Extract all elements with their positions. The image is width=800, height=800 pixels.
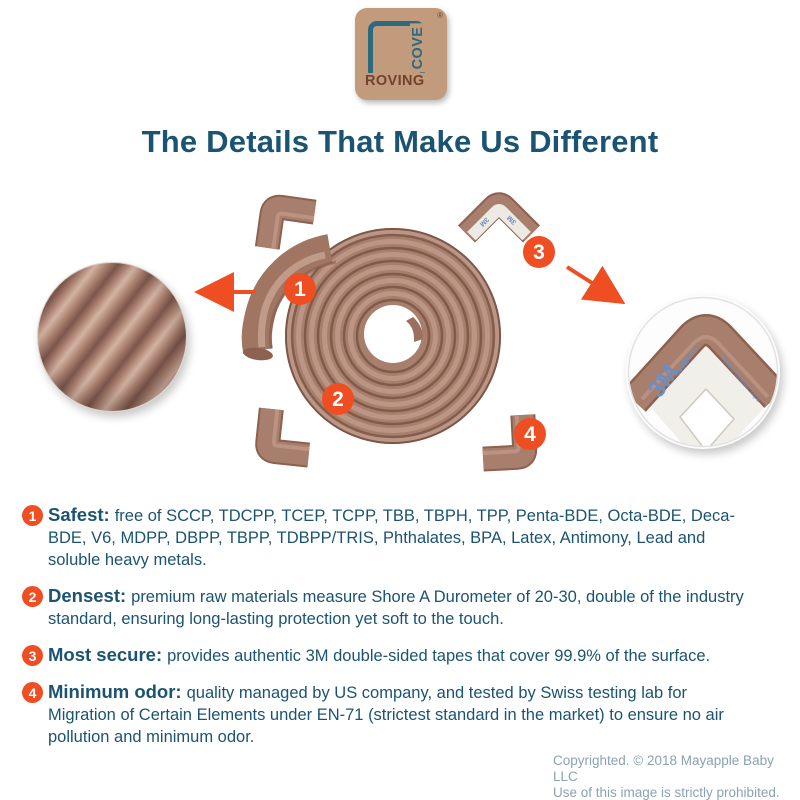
feature-2-badge: 2: [22, 586, 43, 607]
feature-3-badge: 3: [22, 645, 43, 666]
feature-1-title: Safest:: [48, 504, 110, 525]
marker-3-label: 3: [533, 241, 545, 264]
brand-logo: COVE ROVING ®: [355, 8, 447, 100]
tape-brand-small-text: 3M: [478, 216, 490, 228]
feature-4-badge: 4: [22, 682, 43, 703]
tape-brand-small-text: 3M: [506, 214, 518, 226]
copyright: Copyrighted. © 2018 Mayapple Baby LLC Us…: [553, 753, 800, 800]
marker-1: 1: [284, 273, 316, 305]
corner-cushion-bottom-left: [267, 409, 313, 455]
marker-1-label: 1: [294, 278, 306, 301]
feature-2-title: Densest:: [48, 585, 127, 606]
feature-list: 1 Safest: free of SCCP, TDCPP, TCEP, TCPP…: [22, 504, 758, 762]
marker-2-label: 2: [332, 388, 344, 411]
feature-3-title: Most secure:: [48, 644, 163, 665]
logo-roving-text: ROVING: [363, 73, 427, 89]
feature-4-text: Minimum odor: quality managed by US compa…: [48, 681, 758, 748]
copyright-line-1: Copyrighted. © 2018 Mayapple Baby LLC: [553, 753, 774, 784]
product-diagram: 3M 3M 1 2 3 4: [194, 192, 626, 485]
page-title: The Details That Make Us Different: [141, 124, 659, 159]
corner-cushion-taped: 3M 3M: [457, 192, 541, 243]
marker-4: 4: [514, 418, 546, 450]
coil-tail: [241, 234, 337, 361]
feature-1-badge: 1: [22, 505, 43, 526]
texture-closeup-circle: [37, 262, 187, 412]
feature-4-body: quality managed by US company, and teste…: [48, 684, 724, 746]
zoom-arrow-right-icon: [565, 265, 626, 305]
feature-3-text: Most secure: provides authentic 3M double…: [48, 644, 758, 667]
feature-4-title: Minimum odor:: [48, 681, 182, 702]
feature-1-text: Safest: free of SCCP, TDCPP, TCEP, TCPP, …: [48, 504, 758, 571]
feature-most-secure: 3 Most secure: provides authentic 3M doub…: [22, 644, 758, 667]
copyright-line-2: Use of this image is strictly prohibited…: [553, 785, 780, 800]
feature-2-text: Densest: premium raw materials measure Sh…: [48, 585, 758, 630]
feature-3-body: provides authentic 3M double-sided tapes…: [167, 647, 711, 665]
feature-densest: 2 Densest: premium raw materials measure …: [22, 585, 758, 630]
feature-safest: 1 Safest: free of SCCP, TDCPP, TCEP, TCPP…: [22, 504, 758, 571]
tape-closeup-graphic: 3M 9448A 9448A Double Coated Tape: [627, 296, 779, 448]
logo-cove-text: COVE: [410, 23, 426, 73]
feature-2-body: premium raw materials measure Shore A Du…: [48, 588, 744, 628]
registered-trademark-icon: ®: [437, 11, 443, 20]
feature-minimum-odor: 4 Minimum odor: quality managed by US com…: [22, 681, 758, 748]
marker-3: 3: [523, 236, 555, 268]
marker-2: 2: [322, 383, 354, 415]
marker-4-label: 4: [524, 423, 536, 446]
tape-closeup-circle: 3M 9448A 9448A Double Coated Tape: [626, 295, 780, 449]
feature-1-body: free of SCCP, TDCPP, TCEP, TCPP, TBB, TB…: [48, 507, 735, 569]
